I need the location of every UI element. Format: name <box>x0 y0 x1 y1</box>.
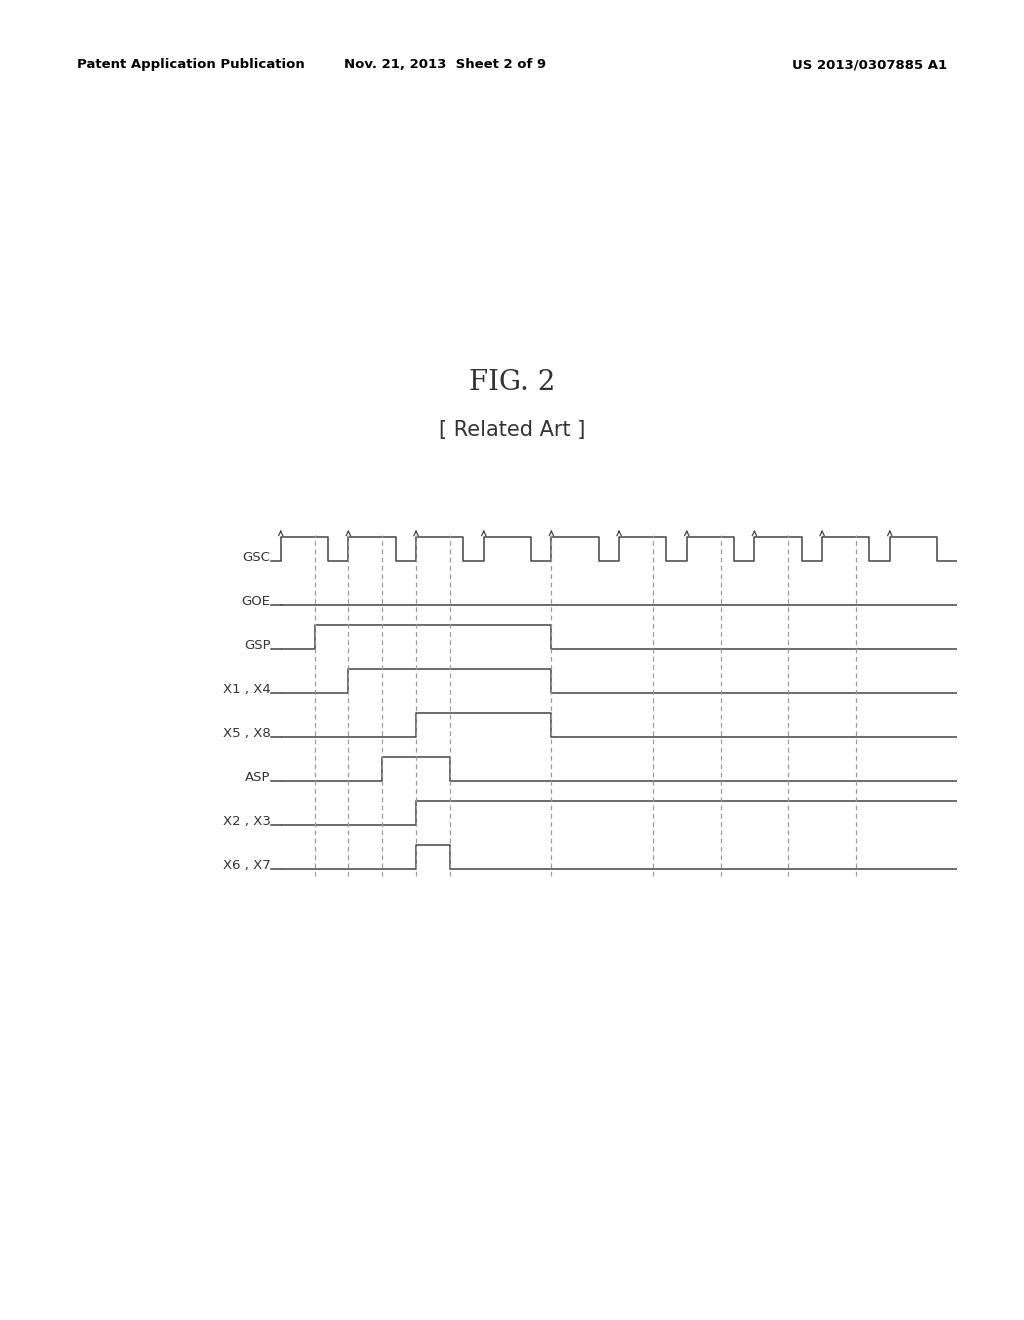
Text: Nov. 21, 2013  Sheet 2 of 9: Nov. 21, 2013 Sheet 2 of 9 <box>344 58 547 71</box>
Text: X6 , X7: X6 , X7 <box>223 859 270 873</box>
Text: GSC: GSC <box>243 550 270 564</box>
Text: ASP: ASP <box>245 771 270 784</box>
Text: X2 , X3: X2 , X3 <box>222 814 270 828</box>
Text: X5 , X8: X5 , X8 <box>223 727 270 741</box>
Text: GOE: GOE <box>242 595 270 609</box>
Text: FIG. 2: FIG. 2 <box>469 370 555 396</box>
Text: Patent Application Publication: Patent Application Publication <box>77 58 304 71</box>
Text: GSP: GSP <box>244 639 270 652</box>
Text: X1 , X4: X1 , X4 <box>223 682 270 696</box>
Text: [ Related Art ]: [ Related Art ] <box>439 420 585 441</box>
Text: US 2013/0307885 A1: US 2013/0307885 A1 <box>793 58 947 71</box>
